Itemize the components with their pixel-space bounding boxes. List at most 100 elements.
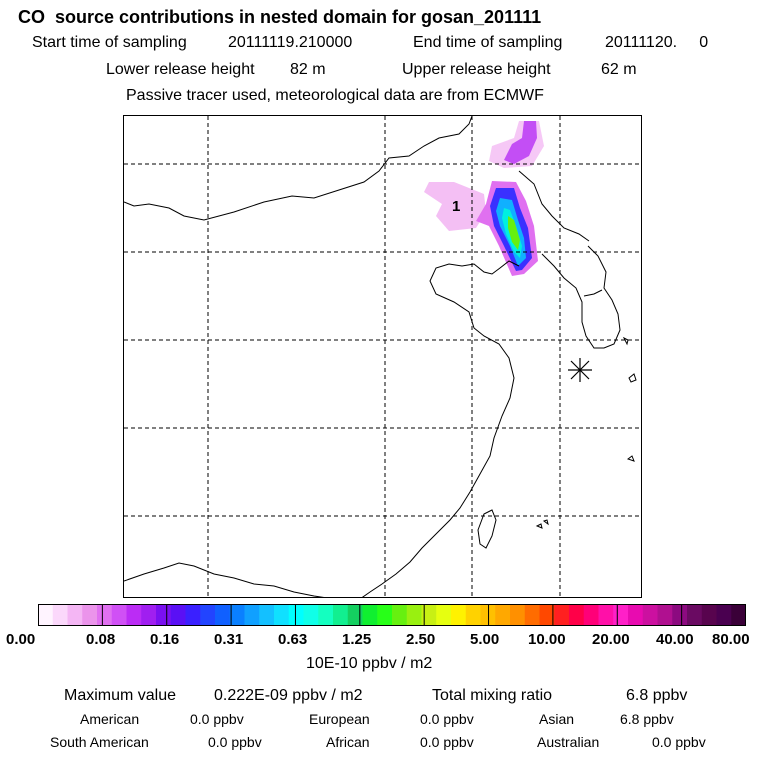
colorbar-cell (642, 604, 658, 626)
lower-release-label: Lower release height (106, 61, 255, 78)
colorbar-tick-2: 0.16 (150, 631, 180, 648)
mongolia-border (124, 116, 473, 221)
region-name-south-american: South American (50, 734, 149, 750)
start-time-value: 20111119.210000 (228, 34, 353, 51)
map-title: CO source contributions in nested domain… (18, 7, 542, 27)
colorbar-tick-4: 0.63 (278, 631, 308, 648)
plume-layer-faint-west (424, 182, 486, 231)
receptor-star-icon (568, 358, 592, 382)
tracer-note: Passive tracer used, meteorological data… (126, 87, 544, 104)
region-value-australian: 0.0 ppbv (652, 734, 706, 750)
colorbar-cell (288, 604, 304, 626)
korea-coast (541, 245, 621, 349)
korea-dmz (583, 289, 603, 297)
colorbar-cell (672, 604, 688, 626)
lat-lon-grid (124, 116, 641, 597)
colorbar-frame (38, 604, 746, 626)
colorbar-cell (333, 604, 349, 626)
colorbar-cell (406, 604, 422, 626)
colorbar-tick-1: 0.08 (86, 631, 116, 648)
colorbar-cell (524, 604, 540, 626)
max-value-label: Maximum value (64, 687, 177, 704)
colorbar-cell (38, 604, 54, 626)
southern-border (124, 562, 325, 597)
region-value-european: 0.0 ppbv (420, 711, 474, 727)
colorbar-cell (421, 604, 437, 626)
colorbar-cell (215, 604, 231, 626)
start-time-label: Start time of sampling (32, 34, 187, 51)
colorbar-cell (141, 604, 157, 626)
colorbar-cell (111, 604, 127, 626)
islands-small (535, 519, 549, 529)
colorbar-cells (38, 604, 746, 626)
bohai-coast (361, 260, 520, 597)
colorbar-cell (392, 604, 408, 626)
colorbar-tick-3: 0.31 (214, 631, 244, 648)
plume-layer-north (504, 121, 537, 164)
upper-release-value: 62 m (601, 61, 637, 78)
region-value-american: 0.0 ppbv (190, 711, 244, 727)
islands-japan (622, 336, 637, 462)
colorbar-cell (318, 604, 334, 626)
region-value-african: 0.0 ppbv (420, 734, 474, 750)
colorbar-cell (628, 604, 644, 626)
colorbar-cell (687, 604, 703, 626)
taiwan-island (477, 509, 497, 549)
map-panel: 1 (123, 115, 642, 598)
colorbar-cell (701, 604, 717, 626)
end-time-value: 20111120. 0 (605, 34, 709, 51)
colorbar-tick-6: 2.50 (406, 631, 436, 648)
colorbar-cell (274, 604, 290, 626)
colorbar-cell (97, 604, 113, 626)
max-value: 0.222E-09 ppbv / m2 (214, 687, 363, 704)
colorbar-dividers (101, 604, 683, 626)
colorbar-cell (554, 604, 570, 626)
colorbar-cell (716, 604, 732, 626)
colorbar-tick-7: 5.00 (470, 631, 500, 648)
colorbar-cell (185, 604, 201, 626)
colorbar-cell (657, 604, 673, 626)
colorbar-cell (583, 604, 599, 626)
colorbar-cell (244, 604, 260, 626)
upper-release-label: Upper release height (402, 61, 551, 78)
colorbar-cell (52, 604, 68, 626)
colorbar-cell (67, 604, 83, 626)
colorbar-tick-5: 1.25 (342, 631, 372, 648)
colorbar-cell (510, 604, 526, 626)
colorbar-cell (200, 604, 216, 626)
lower-release-value: 82 m (290, 61, 326, 78)
colorbar-cell (259, 604, 275, 626)
total-mixing-value: 6.8 ppbv (626, 687, 688, 704)
total-mixing-label: Total mixing ratio (432, 687, 553, 704)
colorbar-cell (82, 604, 98, 626)
colorbar-cell (156, 604, 172, 626)
colorbar-cell (465, 604, 481, 626)
colorbar-cell (377, 604, 393, 626)
colorbar-unit: 10E-10 ppbv / m2 (306, 655, 433, 672)
plume-layer-peak (508, 216, 520, 250)
colorbar-cell (126, 604, 142, 626)
region-name-european: European (309, 711, 370, 727)
colorbar-tick-0: 0.00 (6, 631, 36, 648)
colorbar-cell (495, 604, 511, 626)
region-name-australian: Australian (537, 734, 600, 750)
colorbar-cell (569, 604, 585, 626)
colorbar-cell (170, 604, 186, 626)
colorbar-cell (229, 604, 245, 626)
colorbar-cell (539, 604, 555, 626)
colorbar-tick-9: 20.00 (592, 631, 630, 648)
colorbar-tick-11: 80.00 (712, 631, 750, 648)
colorbar-cell (362, 604, 378, 626)
colorbar (38, 604, 746, 626)
end-time-label: End time of sampling (413, 34, 563, 51)
region-name-asian: Asian (539, 711, 575, 727)
source-marker-label: 1 (452, 198, 460, 215)
colorbar-tick-8: 10.00 (528, 631, 566, 648)
map-svg: 1 (124, 116, 641, 597)
region-name-african: African (326, 734, 370, 750)
region-value-south-american: 0.0 ppbv (208, 734, 262, 750)
china-north-border (518, 170, 590, 242)
colorbar-tick-10: 40.00 (656, 631, 694, 648)
colorbar-cell (451, 604, 467, 626)
colorbar-cell (303, 604, 319, 626)
